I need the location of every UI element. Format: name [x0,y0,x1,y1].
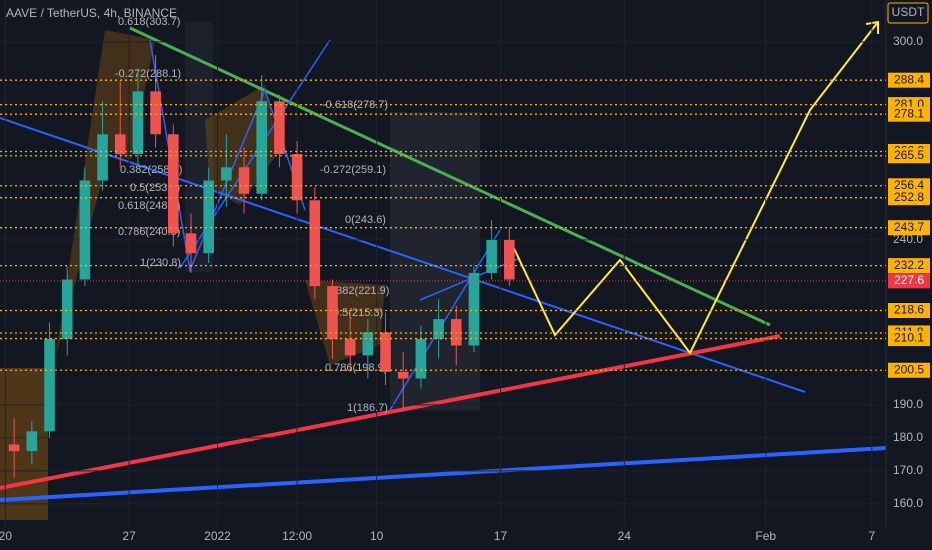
candle-body [309,200,321,287]
candle-body [256,101,268,194]
fib-label: 0.618(303.7) [118,16,180,28]
fib-label: 0.382(258.7) [120,164,182,176]
fib-box [390,112,480,410]
last-price-box [888,273,930,289]
candle-body [291,154,303,201]
trend-line [0,117,806,393]
fib-label: 0.786(198.9) [325,362,387,374]
candle-body [238,167,250,194]
fib-label: 1(230.8) [140,257,181,269]
level-box [888,72,930,88]
x-tick-label: 20 [0,529,12,543]
y-tick-label: 300.0 [893,34,923,48]
candle-body [362,332,374,356]
x-tick-label: 12:00 [282,529,312,543]
candle-body [221,167,232,181]
plot-area [0,0,887,527]
candle-body [380,332,391,372]
candle-body [132,91,144,155]
level-label: 218.6 [894,303,924,317]
level-label: 252.8 [894,190,924,204]
level-box [888,148,930,164]
last-price-label: 227.6 [894,273,924,287]
trend-line [129,26,771,327]
fib-label: -0.272(288.1) [115,68,181,80]
trend-line [0,334,781,490]
candle-body [486,239,497,273]
fib-label: 0.5(253.3) [130,182,180,194]
candle-body [203,180,214,254]
level-label: 278.1 [894,106,924,120]
candle-body [504,239,515,280]
x-tick-label: 27 [122,529,136,543]
candle-body [114,134,126,155]
candle-body [185,233,197,254]
fib-label: 1(186.7) [347,402,388,414]
candle-body [168,134,179,234]
x-tick-label: Feb [755,529,776,543]
level-box [888,106,930,122]
level-box [888,258,930,274]
arrow-head [865,20,879,34]
chart-title: AAVE / TetherUS, 4h, BINANCE [6,6,177,20]
candle-body [150,91,161,135]
currency: USDT [892,5,925,19]
level-label: 210.1 [894,331,924,345]
currency-box [887,2,929,24]
level-box [888,362,930,378]
fib-label: 0.5(215.3) [333,307,383,319]
candle-body [468,272,480,346]
candle-body [8,444,20,452]
x-tick-label: 2022 [204,529,231,543]
candle-body [79,180,91,280]
y-tick-label: 240.0 [893,232,923,246]
level-label: 200.5 [894,362,924,376]
projection-path [509,21,879,355]
zone [0,368,48,520]
level-box [888,190,930,206]
candle-body [397,371,409,379]
candle-body [415,338,427,379]
candle-body [344,338,356,356]
y-tick-label: 170.0 [893,463,923,477]
fib-label: 0.382(221.9) [327,285,389,297]
fib-label: -0.272(259.1) [320,164,386,176]
level-label: 256.4 [894,178,924,192]
fib-label: 0.786(240.5) [118,226,180,238]
candle-body [327,286,338,339]
level-box [888,220,930,236]
y-tick-label: 160.0 [893,496,923,510]
x-tick-label: 7 [869,529,876,543]
trend-line [0,446,887,502]
candle-body [433,319,444,339]
level-box [888,178,930,194]
level-box [888,303,930,319]
fib-label: 0(243.6) [345,214,386,226]
candle-body [97,134,108,181]
swing-line [389,229,501,411]
candle-body [450,319,462,346]
candle-body [61,279,73,339]
y-tick-label: 190.0 [893,397,923,411]
x-tick-label: 17 [494,529,508,543]
candle-body [274,101,285,155]
zone [55,30,155,360]
y-tick-label: 180.0 [893,430,923,444]
fib-label: 0.618(248.0) [118,200,180,212]
x-tick-label: 10 [370,529,384,543]
level-box [888,331,930,347]
level-label: 265.5 [894,148,924,162]
candle-body [26,431,38,452]
x-tick-label: 24 [618,529,632,543]
level-label: 232.2 [894,258,924,272]
level-label: 288.4 [894,72,924,86]
level-label: 243.7 [894,220,924,234]
candle-body [44,338,55,432]
